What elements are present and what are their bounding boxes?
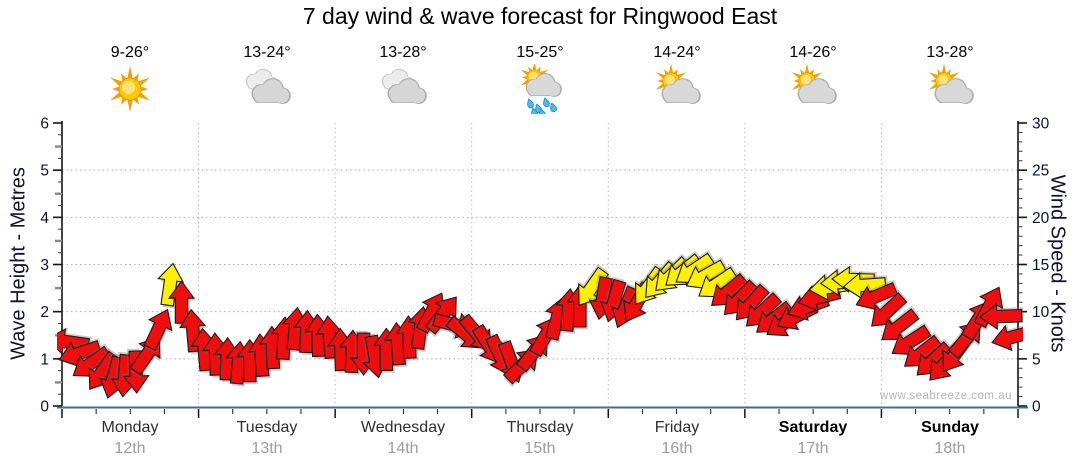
wind-arrow (978, 301, 1023, 331)
day-date: 15th (524, 440, 556, 457)
day-head-tuesday: 13-24° (197, 44, 337, 119)
day-foot-monday: Monday 12th (60, 419, 200, 458)
svg-text:20: 20 (1032, 210, 1050, 227)
sun-showers-icon (513, 61, 567, 119)
day-temp: 9-26° (110, 44, 150, 61)
day-date: 16th (661, 440, 693, 457)
day-foot-saturday: Saturday 17th (743, 419, 883, 458)
day-head-friday: 14-24° (607, 44, 747, 119)
watermark: www.seabreeze.com.au (879, 390, 1012, 402)
day-foot-sunday: Sunday 18th (880, 419, 1020, 458)
day-head-monday: 9-26° (60, 44, 200, 119)
day-temp: 13-24° (243, 44, 291, 61)
day-name: Saturday (778, 419, 848, 436)
day-head-wednesday: 13-28° (333, 44, 473, 119)
partly-cloudy-icon (650, 63, 704, 114)
day-date: 12th (114, 440, 146, 457)
day-date: 13th (251, 440, 283, 457)
wind-arrow-series (57, 250, 1023, 399)
svg-text:30: 30 (1032, 116, 1050, 133)
wind-arrow (991, 322, 1023, 352)
wind-arrow (871, 289, 908, 327)
svg-text:6: 6 (40, 116, 49, 133)
right-axis-title: Wind Speed - Knots (1046, 174, 1069, 353)
partly-cloudy-icon (786, 63, 840, 114)
day-foot-wednesday: Wednesday 14th (333, 419, 473, 458)
svg-text:1: 1 (40, 351, 49, 368)
svg-text:3: 3 (40, 257, 49, 274)
day-foot-tuesday: Tuesday 13th (197, 419, 337, 458)
svg-text:25: 25 (1032, 163, 1049, 180)
wind-arrow (157, 262, 185, 309)
bottom-axis (57, 406, 1028, 418)
day-temp: 15-25° (516, 44, 564, 61)
day-name: Tuesday (236, 419, 298, 436)
day-head-saturday: 14-26° (743, 44, 883, 119)
day-foot-friday: Friday 16th (607, 419, 747, 458)
wind-arrow (143, 308, 173, 354)
day-name: Thursday (506, 419, 574, 436)
day-name: Monday (101, 419, 159, 436)
left-axis: 0 1 2 3 4 5 6 (40, 116, 63, 416)
day-foot-thursday: Thursday 15th (470, 419, 610, 458)
svg-text:15: 15 (1032, 257, 1049, 274)
wind-arrow (58, 337, 103, 368)
day-name: Friday (654, 419, 700, 436)
svg-text:5: 5 (40, 163, 49, 180)
right-axis: 0 5 10 15 20 25 30 (1017, 116, 1050, 416)
day-temp: 13-28° (379, 44, 427, 61)
day-date: 17th (797, 440, 829, 457)
left-axis-title: Wave Height - Metres (7, 167, 30, 360)
svg-text:0: 0 (1032, 399, 1041, 416)
cloudy-icon (376, 64, 430, 114)
day-name: Wednesday (360, 419, 446, 436)
day-temp: 13-28° (926, 44, 974, 61)
sunny-icon (103, 64, 157, 114)
wind-arrow (842, 270, 889, 300)
svg-text:2: 2 (40, 304, 49, 321)
day-head-sunday: 13-28° (880, 44, 1020, 119)
day-temp: 14-26° (789, 44, 837, 61)
cloudy-icon (240, 64, 294, 114)
day-temp: 14-24° (653, 44, 701, 61)
wind-arrow (167, 280, 197, 326)
day-head-thursday: 15-25° (470, 44, 610, 119)
svg-text:0: 0 (40, 399, 49, 416)
svg-text:5: 5 (1032, 351, 1041, 368)
partly-cloudy-icon (923, 63, 977, 114)
day-date: 14th (387, 440, 419, 457)
svg-text:4: 4 (40, 210, 49, 227)
day-name: Sunday (921, 419, 979, 436)
svg-text:10: 10 (1032, 304, 1050, 321)
page-title: 7 day wind & wave forecast for Ringwood … (302, 3, 778, 29)
day-date: 18th (934, 440, 966, 457)
